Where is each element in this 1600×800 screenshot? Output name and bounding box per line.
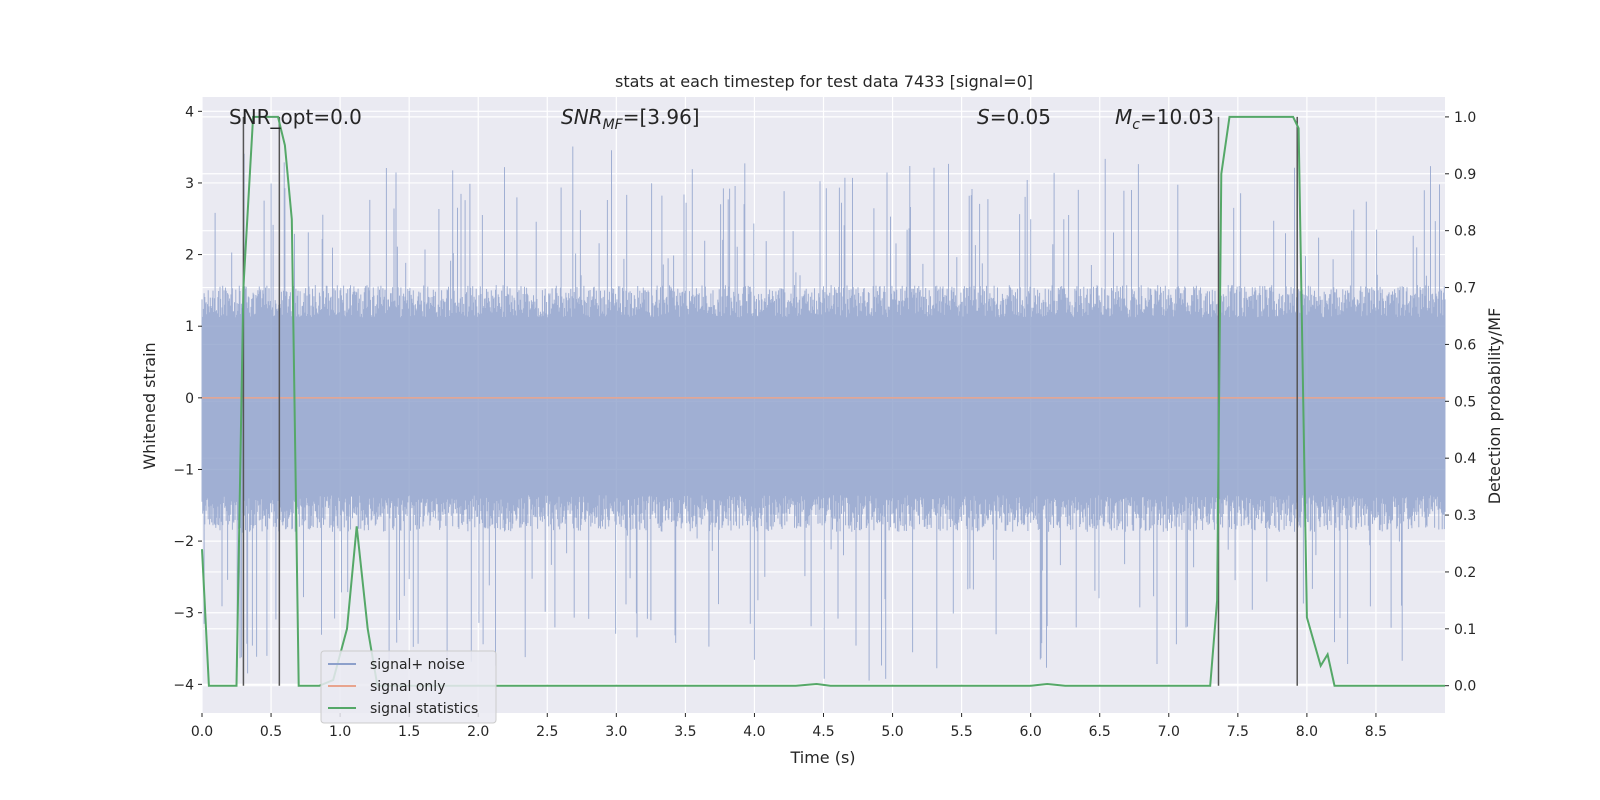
y2-axis-label: Detection probability/MF — [1485, 308, 1504, 505]
legend: signal+ noise signal only signal statist… — [320, 650, 497, 724]
x-tick-label: 4.5 — [812, 724, 834, 740]
mc-symbol: M — [1115, 105, 1132, 129]
x-tick-label: 0.5 — [260, 724, 282, 740]
s-value: =0.05 — [990, 105, 1051, 129]
annotation-snr-opt: SNR_opt=0.0 — [229, 105, 362, 129]
annotation-mc: Mc=10.03 — [1115, 105, 1214, 133]
y-tick-label: −2 — [173, 534, 194, 550]
x-tick-label: 4.0 — [743, 724, 765, 740]
y2-tick-label: 0.6 — [1454, 337, 1476, 353]
y-tick-label: −1 — [173, 462, 194, 478]
chart-title: stats at each timestep for test data 743… — [615, 72, 1033, 91]
y-axis-label: Whitened strain — [140, 342, 159, 469]
y2-tick-label: 0.9 — [1454, 167, 1476, 183]
y2-tick-label: 0.7 — [1454, 281, 1476, 297]
y2-tick-label: 0.0 — [1454, 679, 1476, 695]
y2-tick-label: 0.1 — [1454, 622, 1476, 638]
y-tick-label: 3 — [185, 176, 194, 192]
x-tick-label: 1.5 — [398, 724, 420, 740]
x-tick-label: 2.0 — [467, 724, 489, 740]
x-tick-label: 1.0 — [329, 724, 351, 740]
y-tick-label: 0 — [185, 391, 194, 407]
y-tick-label: −3 — [173, 606, 194, 622]
series-signal-statistics — [201, 115, 1445, 687]
y2-tick-label: 0.3 — [1454, 508, 1476, 524]
x-tick-label: 5.5 — [950, 724, 972, 740]
x-tick-label: 8.5 — [1365, 724, 1387, 740]
y2-tick-label: 0.5 — [1454, 394, 1476, 410]
y2-tick-label: 1.0 — [1454, 110, 1476, 126]
y2-tick-label: 0.4 — [1454, 451, 1476, 467]
y2-axis-ticks: 0.0 0.1 0.2 0.3 0.4 0.5 0.6 0.7 0.8 0.9 1.0 — [1445, 110, 1476, 695]
x-tick-label: 8.0 — [1296, 724, 1318, 740]
x-tick-label: 5.0 — [881, 724, 903, 740]
y-tick-label: 1 — [185, 319, 194, 335]
annotation-snr-mf: SNRMF=[3.96] — [561, 105, 700, 133]
y2-tick-label: 0.2 — [1454, 565, 1476, 581]
series-signal-noise — [201, 146, 1446, 681]
x-tick-label: 7.0 — [1158, 724, 1180, 740]
noise-trace — [201, 146, 1446, 681]
x-axis-label: Time (s) — [789, 748, 855, 767]
y-tick-label: −4 — [173, 677, 194, 693]
x-tick-label: 6.0 — [1020, 724, 1042, 740]
annotation-s: S=0.05 — [977, 105, 1051, 129]
mc-value: =10.03 — [1140, 105, 1214, 129]
x-tick-label: 3.5 — [674, 724, 696, 740]
x-tick-label: 3.0 — [605, 724, 627, 740]
y-tick-label: 2 — [185, 248, 194, 264]
x-tick-label: 6.5 — [1089, 724, 1111, 740]
y2-tick-label: 0.8 — [1454, 224, 1476, 240]
y-tick-label: 4 — [185, 104, 194, 120]
x-tick-label: 2.5 — [536, 724, 558, 740]
mc-subscript: c — [1132, 117, 1140, 133]
legend-box — [320, 650, 497, 724]
x-axis-ticks: 0.0 0.5 1.0 1.5 2.0 2.5 3.0 3.5 4.0 4.5 5.0 5.5 6.0 6… — [191, 713, 1387, 740]
legend-label-signal-only: signal only — [370, 679, 445, 695]
x-tick-label: 0.0 — [191, 724, 213, 740]
snr-mf-value: =[3.96] — [623, 105, 700, 129]
snr-mf-symbol: SNR — [561, 105, 603, 129]
legend-label-signal-statistics: signal statistics — [370, 701, 478, 717]
legend-label-signal-noise: signal+ noise — [370, 657, 465, 673]
x-tick-label: 7.5 — [1227, 724, 1249, 740]
s-symbol: S — [977, 105, 990, 129]
snr-mf-subscript: MF — [603, 117, 624, 133]
y-axis-ticks: −4 −3 −2 −1 0 1 2 3 4 — [173, 104, 202, 693]
